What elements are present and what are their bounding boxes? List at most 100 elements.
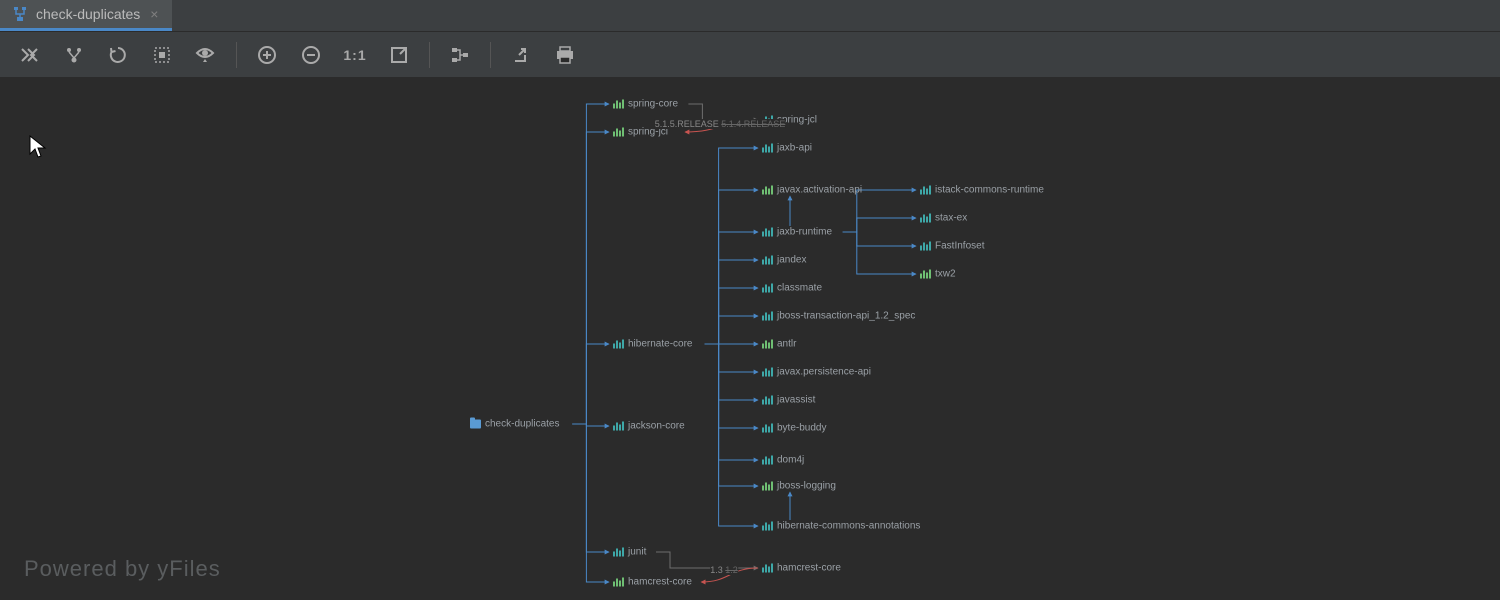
actual-size-button[interactable]: 1:1: [335, 38, 375, 72]
library-icon: [762, 228, 773, 237]
node-label: jboss-transaction-api_1.2_spec: [777, 311, 915, 322]
dep-node-jactapi[interactable]: javax.activation-api: [762, 185, 862, 196]
node-label: check-duplicates: [485, 419, 559, 430]
node-label: classmate: [777, 283, 822, 294]
node-label: jandex: [777, 255, 806, 266]
tab-check-duplicates[interactable]: check-duplicates ×: [0, 0, 172, 31]
collapse-all-button[interactable]: [10, 38, 50, 72]
node-label: javax.activation-api: [777, 185, 862, 196]
yfiles-watermark: Powered by yFiles: [24, 556, 221, 582]
select-all-button[interactable]: [142, 38, 182, 72]
library-icon: [613, 340, 624, 349]
library-icon: [613, 422, 624, 431]
graph-edges: [0, 78, 1500, 600]
node-label: jackson-core: [628, 421, 685, 432]
library-icon: [613, 100, 624, 109]
node-label: byte-buddy: [777, 423, 826, 434]
dep-node-javassist[interactable]: javassist: [762, 395, 815, 406]
node-label: javassist: [777, 395, 815, 406]
dep-node-jbosstx[interactable]: jboss-transaction-api_1.2_spec: [762, 311, 915, 322]
node-label: dom4j: [777, 455, 804, 466]
dep-node-hamcrest2[interactable]: hamcrest-core: [762, 563, 841, 574]
dep-node-jandex[interactable]: jandex: [762, 255, 806, 266]
version-conflict-label: 5.1.5.RELEASE 5.1.4.RELEASE: [655, 119, 786, 129]
library-icon: [762, 564, 773, 573]
refresh-button[interactable]: [98, 38, 138, 72]
library-icon: [613, 548, 624, 557]
library-icon: [762, 284, 773, 293]
node-label: FastInfoset: [935, 241, 984, 252]
library-icon: [762, 396, 773, 405]
dep-node-springcore[interactable]: spring-core: [613, 99, 678, 110]
dep-node-fastinfo[interactable]: FastInfoset: [920, 241, 984, 252]
dep-node-hibann[interactable]: hibernate-commons-annotations: [762, 521, 920, 532]
library-icon: [613, 128, 624, 137]
node-label: hamcrest-core: [777, 563, 841, 574]
library-icon: [762, 522, 773, 531]
show-paths-button[interactable]: [54, 38, 94, 72]
toolbar-separator: [236, 42, 237, 68]
library-icon: [762, 368, 773, 377]
dep-node-jackson[interactable]: jackson-core: [613, 421, 685, 432]
node-label: antlr: [777, 339, 796, 350]
library-icon: [762, 186, 773, 195]
library-icon: [762, 340, 773, 349]
node-label: jboss-logging: [777, 481, 836, 492]
dep-node-jaxbapi[interactable]: jaxb-api: [762, 143, 812, 154]
library-icon: [613, 578, 624, 587]
dependency-graph: check-duplicatesspring-corespring-jclspr…: [0, 78, 1500, 600]
library-icon: [762, 256, 773, 265]
version-conflict-label: 1.3 1.2: [710, 565, 738, 575]
node-label: hibernate-commons-annotations: [777, 521, 920, 532]
layout-button[interactable]: [440, 38, 480, 72]
graph-canvas[interactable]: check-duplicatesspring-corespring-jclspr…: [0, 78, 1500, 600]
node-label: spring-core: [628, 99, 678, 110]
node-label: stax-ex: [935, 213, 967, 224]
library-icon: [920, 214, 931, 223]
module-icon: [470, 420, 481, 429]
zoom-out-button[interactable]: [291, 38, 331, 72]
dep-node-hamcrest[interactable]: hamcrest-core: [613, 577, 692, 588]
close-tab-icon[interactable]: ×: [148, 6, 160, 22]
node-label: junit: [628, 547, 646, 558]
node-label: hibernate-core: [628, 339, 692, 350]
node-label: istack-commons-runtime: [935, 185, 1044, 196]
toolbar-separator: [429, 42, 430, 68]
tab-bar: check-duplicates ×: [0, 0, 1500, 32]
node-label: jaxb-runtime: [777, 227, 832, 238]
fit-content-button[interactable]: [379, 38, 419, 72]
library-icon: [762, 482, 773, 491]
node-label: hamcrest-core: [628, 577, 692, 588]
library-icon: [762, 312, 773, 321]
visibility-button[interactable]: [186, 38, 226, 72]
node-label: javax.persistence-api: [777, 367, 871, 378]
dep-node-root[interactable]: check-duplicates: [470, 419, 559, 430]
node-label: jaxb-api: [777, 143, 812, 154]
dep-node-jpa[interactable]: javax.persistence-api: [762, 367, 871, 378]
dep-node-jbosslog[interactable]: jboss-logging: [762, 481, 836, 492]
dep-node-jaxbrt[interactable]: jaxb-runtime: [762, 227, 832, 238]
print-button[interactable]: [545, 38, 585, 72]
export-button[interactable]: [501, 38, 541, 72]
dependency-graph-icon: [12, 6, 28, 22]
tab-title: check-duplicates: [36, 6, 140, 22]
node-label: txw2: [935, 269, 956, 280]
dep-node-classmate[interactable]: classmate: [762, 283, 822, 294]
dep-node-bytebuddy[interactable]: byte-buddy: [762, 423, 826, 434]
dep-node-dom4j[interactable]: dom4j: [762, 455, 804, 466]
library-icon: [762, 424, 773, 433]
dep-node-hibcore[interactable]: hibernate-core: [613, 339, 692, 350]
toolbar-separator: [490, 42, 491, 68]
library-icon: [920, 270, 931, 279]
mouse-cursor: [28, 134, 48, 165]
library-icon: [920, 186, 931, 195]
dep-node-txw2[interactable]: txw2: [920, 269, 956, 280]
dep-node-antlr[interactable]: antlr: [762, 339, 796, 350]
toolbar: 1:1: [0, 32, 1500, 78]
zoom-in-button[interactable]: [247, 38, 287, 72]
library-icon: [920, 242, 931, 251]
library-icon: [762, 456, 773, 465]
dep-node-staxex[interactable]: stax-ex: [920, 213, 967, 224]
dep-node-istack[interactable]: istack-commons-runtime: [920, 185, 1044, 196]
dep-node-junit[interactable]: junit: [613, 547, 646, 558]
